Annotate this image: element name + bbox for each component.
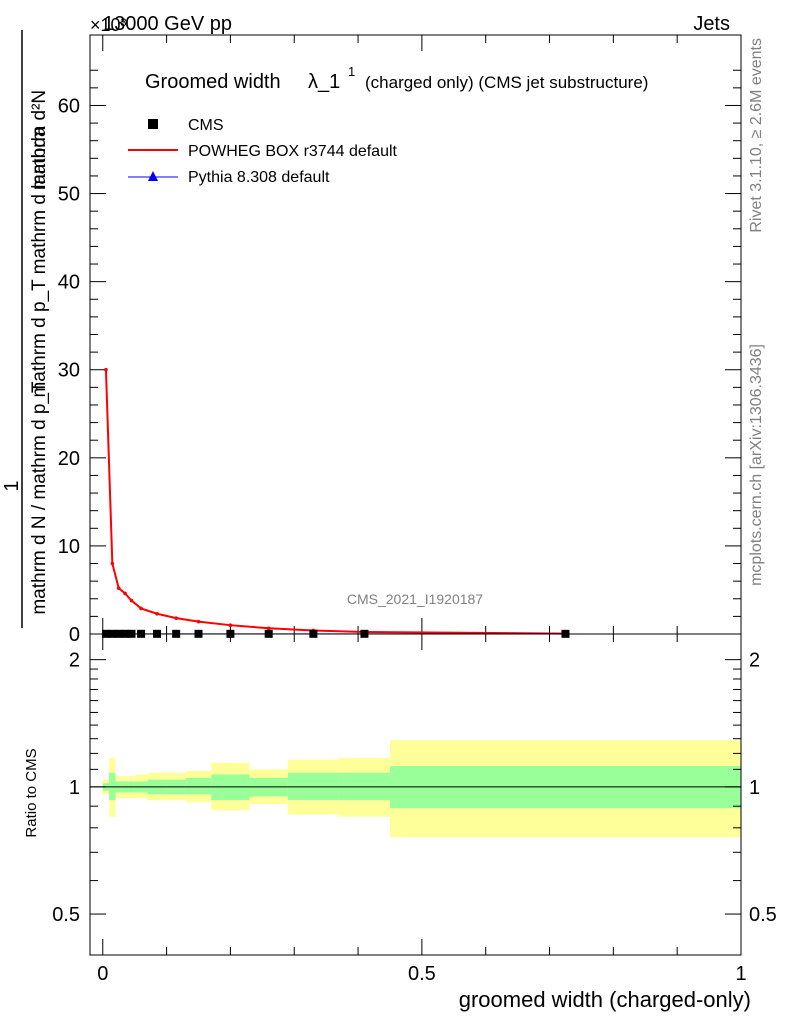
legend-pythia-marker (148, 171, 158, 181)
ratio-xtick-label: 1 (735, 963, 746, 985)
powheg-point (196, 619, 201, 624)
title-extra: (charged only) (CMS jet substructure) (365, 73, 648, 92)
ratio-frame (89, 633, 742, 956)
ratio-ytick-label-right: 0.5 (749, 904, 777, 926)
main-y-ticks: 0 10 20 30 40 50 60 (58, 69, 741, 646)
energy-label: 13000 GeV pp (103, 13, 232, 35)
ylabel-prefix-denominator: mathrm d N / mathrm d p_T (29, 381, 50, 615)
legend-cms-label: CMS (188, 117, 224, 134)
powheg-point (155, 611, 159, 616)
title-main: Groomed width (145, 71, 281, 93)
legend-cms-marker (148, 119, 158, 129)
ratio-ytick-label-right: 1 (749, 777, 760, 799)
powheg-point (116, 586, 121, 590)
main-ytick-label: 20 (58, 448, 80, 470)
main-ytick-label: 40 (58, 272, 80, 294)
ratio-panel: 0.5 0.51 12 2 0 0.5 1 Ratio to CMS groomed wi… (23, 633, 777, 1012)
ylabel-prefix: 1 (1, 480, 23, 491)
ratio-xtick-label: 0 (97, 963, 108, 985)
main-ytick-label: 0 (69, 624, 80, 646)
ylabel-numerator: mathrm d²N (29, 90, 50, 190)
xlabel: groomed width (charged-only) (459, 987, 751, 1012)
ratio-ytick-label-left: 0.5 (52, 904, 80, 926)
ratio-xtick-label: 0.5 (408, 963, 436, 985)
legend: CMS POWHEG BOX r3744 default Pythia 8.30… (128, 117, 398, 186)
powheg-line (104, 369, 566, 635)
powheg-point (266, 626, 271, 631)
powheg-point (139, 606, 143, 611)
process-label: Jets (693, 13, 730, 35)
legend-powheg-label: POWHEG BOX r3744 default (188, 143, 398, 160)
plot-title: Groomed width λ_1 1 (charged only) (CMS … (145, 64, 648, 93)
powheg-point (110, 561, 115, 566)
powheg-point (174, 616, 178, 620)
ylabel-denominator: mathrm d p_T mathrm d lambda (29, 126, 50, 397)
powheg-point (228, 623, 233, 627)
ratio-y-ticks: 0.5 0.5 1 1 2 2 (52, 650, 777, 926)
ratio-ytick-label-left: 1 (69, 777, 80, 799)
rivet-label: Rivet 3.1.10, ≥ 2.6M events (748, 38, 765, 233)
mcplots-label: mcplots.cern.ch [arXiv:1306.3436] (748, 344, 765, 586)
legend-pythia-label: Pythia 8.308 default (188, 169, 330, 186)
ratio-ytick-label-right: 2 (749, 650, 760, 672)
title-symbol: λ_1 (308, 71, 340, 93)
powheg-point (129, 598, 134, 603)
ratio-ytick-label-left: 2 (69, 650, 80, 672)
main-ylabel: 1 mathrm d²N mathrm d p_T mathrm d lambd… (1, 30, 50, 628)
main-series (101, 367, 570, 638)
main-x-ticks (102, 35, 742, 634)
main-ytick-label: 50 (58, 184, 80, 206)
ratio-x-ticks: 0 0.5 1 (97, 634, 747, 985)
exponent-label: ×10³ (90, 15, 127, 35)
title-superscript: 1 (348, 64, 355, 79)
ratio-bands (102, 740, 741, 838)
main-panel: 0 10 20 30 40 50 60 CMS_2021_I1920187 Groomed … (1, 30, 742, 646)
main-ytick-label: 30 (58, 360, 80, 382)
main-ytick-label: 10 (58, 536, 80, 558)
main-ytick-label: 60 (58, 95, 80, 117)
ratio-inner-band (185, 777, 212, 795)
ratio-ylabel: Ratio to CMS (23, 748, 40, 837)
watermark-label: CMS_2021_I1920187 (347, 591, 483, 607)
powheg-point (123, 591, 127, 596)
powheg-point (104, 367, 108, 372)
